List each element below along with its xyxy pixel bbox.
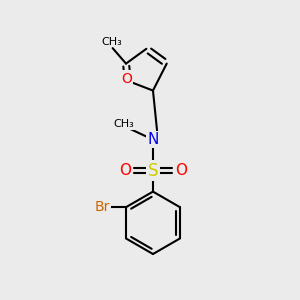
Text: O: O	[119, 163, 131, 178]
Text: N: N	[147, 132, 159, 147]
Text: S: S	[148, 162, 158, 180]
Text: CH₃: CH₃	[114, 119, 134, 129]
Text: CH₃: CH₃	[102, 37, 122, 46]
Text: O: O	[175, 163, 187, 178]
Text: Br: Br	[94, 200, 110, 214]
Text: O: O	[121, 71, 132, 85]
